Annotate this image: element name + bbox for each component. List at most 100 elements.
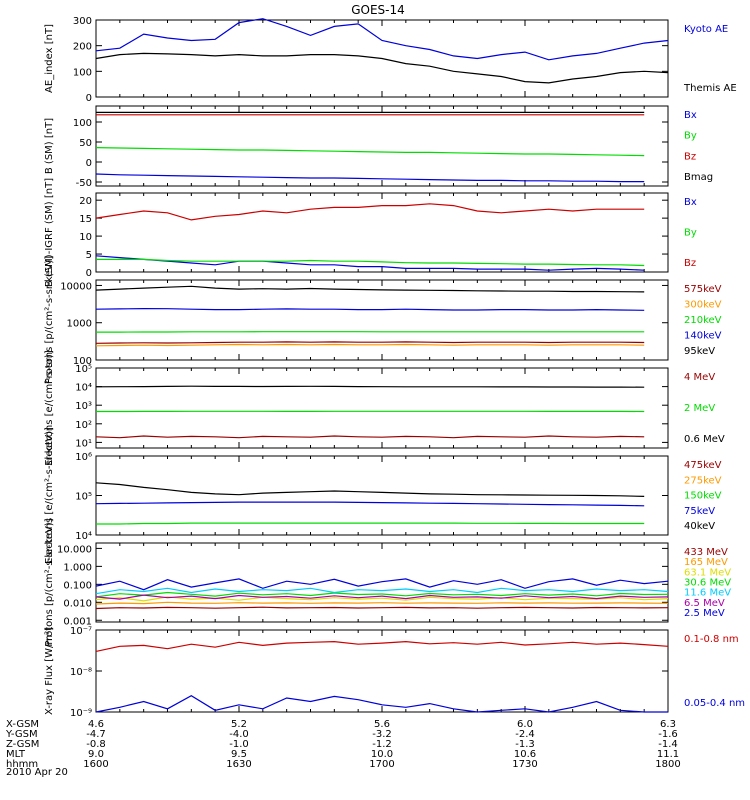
x-axis-value: 4.6 [88,719,104,730]
panel-6: 10⁴ 10⁵ 10⁶ Electrons [e/(cm²-s-sr-keV)] 475… [44,427,722,564]
series-line-63-1-mev [95,596,669,602]
y-tick-label: 1.000 [63,562,92,573]
series-line-75kev [95,501,645,507]
y-tick-label: 200 [73,42,92,53]
series-line-11-6-mev [95,587,669,595]
legend-by: By [684,228,697,239]
legend-63-1-mev: 63.1 MeV [684,567,731,578]
series-line-2-5-mev [95,578,669,591]
y-tick-label: 10⁵ [75,492,92,503]
y-axis-label: B (SM) [nT] [44,118,55,174]
x-axis-value: -4.7 [86,729,106,740]
y-tick-label: 15 [79,214,92,225]
series-line-themis-ae [95,52,669,84]
x-axis-value: -2.4 [515,729,535,740]
series-line-0-05-0-4-nm [95,695,668,713]
panel-2: -50 0 50 100 B (SM) [nT] Bx By Bz Bmag [44,105,713,189]
x-axis-row-label-x-gsm: X-GSM [6,719,39,730]
panel-frame [95,105,669,187]
y-tick-label: 50 [79,138,92,149]
y-tick-label: 100 [73,356,92,367]
y-axis-label: Electrons [e/(cm²-s-sr-keV)] [44,427,55,564]
y-axis-label: X-ray Flux [W/m²] [44,627,55,715]
x-axis-value: 5.6 [374,719,390,730]
legend-433-mev: 433 MeV [684,547,728,558]
panel-frame [95,629,669,713]
legend-bz: Bz [684,258,696,269]
panel-3: 0 5 10 15 20 B (SM)-IGRF (SM) [nT] Bx By Bz [44,178,697,287]
y-tick-label: 10⁴ [75,531,92,542]
legend-575kev: 575keV [684,284,722,295]
x-axis-row-label-hhmm: hhmm [6,759,38,770]
legend-11-6-mev: 11.6 MeV [684,588,731,599]
legend-165-mev: 165 MeV [684,557,728,568]
series-line-95kev [95,285,645,293]
panel-8: 10⁻⁹ 10⁻⁸ 10⁻⁷ X-ray Flux [W/m²] 0.1-0.8 nm 0… [44,626,745,719]
legend-150kev: 150keV [684,491,722,502]
x-axis-row-label-y-gsm: Y-GSM [5,729,38,740]
legend-0-05-0-4-nm: 0.05-0.4 nm [684,698,745,709]
x-axis-row-label-mlt: MLT [6,749,26,760]
x-axis-value: 10.0 [371,749,393,760]
y-tick-label: 10⁻⁹ [70,708,92,719]
x-axis-value: -3.2 [372,729,392,740]
x-axis-value: -4.0 [229,729,249,740]
series-line-433-mev [95,606,669,610]
x-axis-table: X-GSM 4.6 5.2 5.6 6.0 6.3 Y-GSM -4.7 -4.0 -3.2 -2.… [5,719,681,770]
x-axis-value: -0.8 [86,739,106,750]
legend-bz: Bz [684,151,696,162]
series-line-0-6-mev [95,385,645,388]
series-line-bx [95,173,645,183]
date-label: 2010 Apr 20 [6,767,68,778]
series-line-kyoto-ae [95,18,669,61]
x-axis-value: 9.5 [231,749,247,760]
legend-75kev: 75keV [684,506,715,517]
x-axis-row-label-z-gsm: Z-GSM [6,739,39,750]
y-tick-label: 5 [86,250,92,261]
series-line-0-1-0-8-nm [95,640,669,652]
x-axis-value: 1700 [369,759,394,770]
panel-4: 100 1000 10000 Protons [p/(cm²-s-sr-keV)] 57… [44,256,722,384]
y-tick-label: 0.100 [63,580,92,591]
legend-6-5-mev: 6.5 MeV [684,598,725,609]
y-tick-label: -50 [76,178,92,189]
legend-2-mev: 2 MeV [684,403,715,414]
x-axis-value: 5.2 [231,719,247,730]
panel-frame [95,192,669,273]
legend-140kev: 140keV [684,331,722,342]
series-line-6-5-mev [95,594,669,600]
x-axis-value: 11.1 [657,749,679,760]
legend-bx: Bx [684,110,697,121]
panel-frame [95,542,669,623]
y-tick-label: 10³ [75,401,92,412]
y-tick-label: 300 [73,16,92,27]
legend-30-6-mev: 30.6 MeV [684,578,731,589]
y-axis-label: Protons [p/(cm²-s-sr-keV)] [44,518,55,646]
series-line-40kev [95,482,645,497]
series-line-300kev [95,343,645,347]
figure-title: GOES-14 [351,3,405,17]
x-axis-value: -1.3 [515,739,535,750]
legend-40kev: 40keV [684,521,715,532]
series-line-bz [95,203,645,221]
legend-4-mev: 4 MeV [684,372,715,383]
series-line-575kev [95,341,645,344]
y-axis-label: Protons [p/(cm²-s-sr-keV)] [44,256,55,384]
x-axis-value: -1.0 [229,739,249,750]
x-axis-value: 9.0 [88,749,104,760]
series-line-by [96,258,645,267]
y-tick-label: 20 [79,196,92,207]
y-tick-label: 0.001 [63,616,92,627]
x-axis-value: 6.3 [660,719,676,730]
x-axis-value: -1.6 [658,729,678,740]
series-line-by [95,147,645,157]
legend-0-1-0-8-nm: 0.1-0.8 nm [684,634,739,645]
y-tick-label: 0.010 [63,598,92,609]
legend-bmag: Bmag [684,172,713,183]
y-tick-label: 100 [73,118,92,129]
x-axis-value: -1.4 [658,739,678,750]
legend-275kev: 275keV [684,475,722,486]
x-axis-value: 1800 [655,759,680,770]
